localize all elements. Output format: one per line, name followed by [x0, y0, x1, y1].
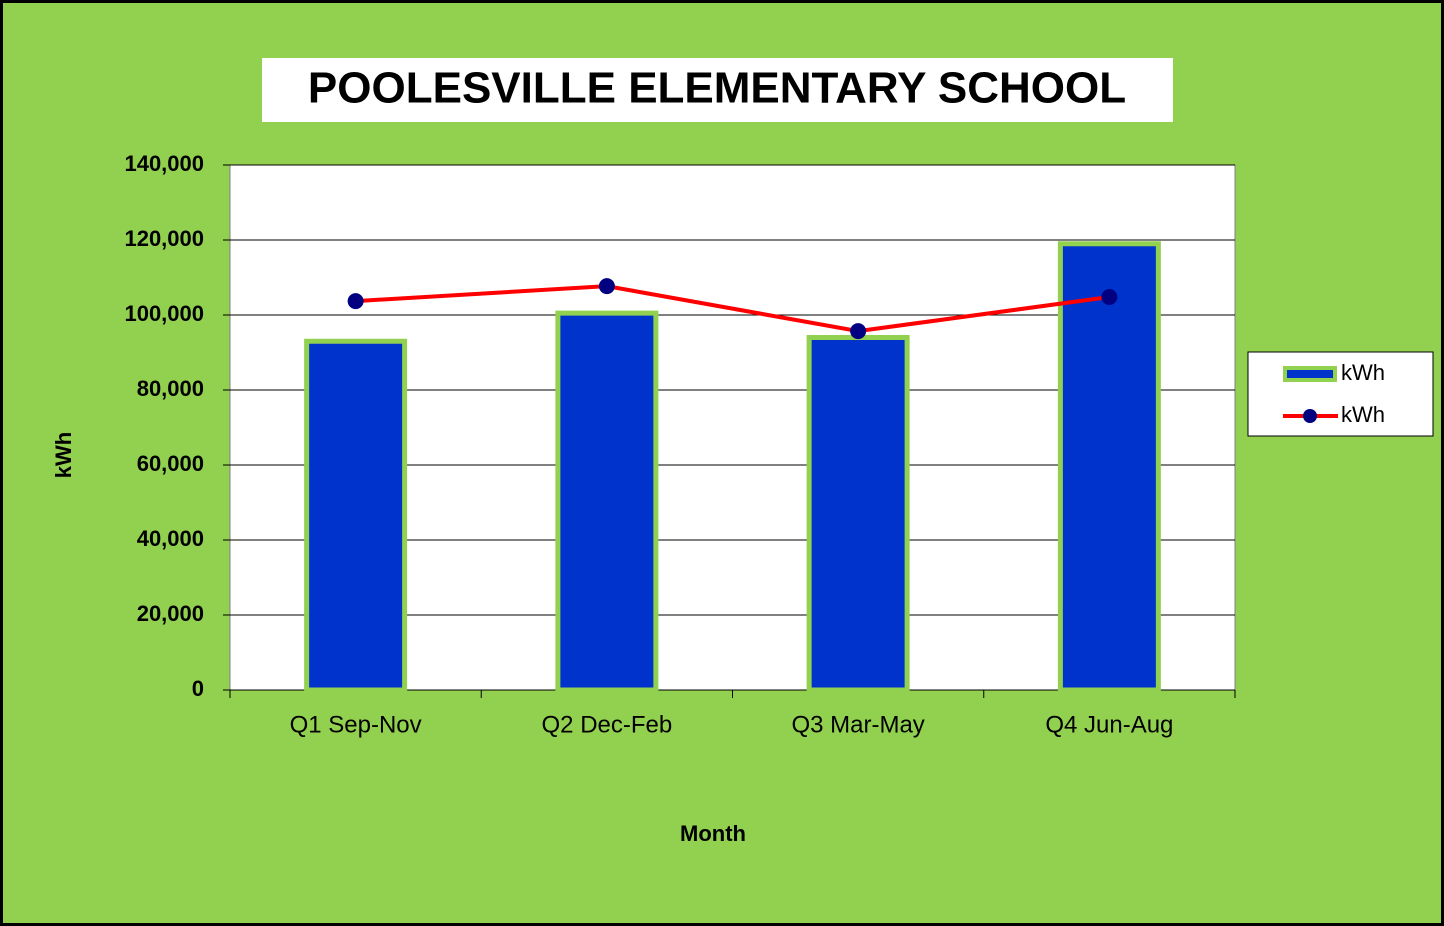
y-tick-label: 80,000 — [137, 376, 204, 401]
y-tick-label: 60,000 — [137, 451, 204, 476]
y-tick-label: 0 — [192, 676, 204, 701]
line-marker — [598, 278, 615, 295]
bar — [555, 310, 659, 693]
legend-marker — [1303, 409, 1317, 423]
y-axis-label: kWh — [51, 432, 76, 478]
legend — [1247, 351, 1434, 437]
bar — [806, 335, 910, 693]
y-tick-label: 100,000 — [124, 301, 204, 326]
legend-label: kWh — [1341, 402, 1385, 427]
x-tick-label: Q4 Jun-Aug — [1045, 711, 1173, 738]
y-tick-label: 120,000 — [124, 226, 204, 251]
y-tick-label: 40,000 — [137, 526, 204, 551]
line — [355, 284, 1110, 334]
x-tick-label: Q1 Sep-Nov — [290, 711, 422, 738]
legend-swatch — [1283, 366, 1337, 382]
title-box — [262, 58, 1173, 122]
y-tick-label: 20,000 — [137, 601, 204, 626]
line-marker — [850, 323, 867, 340]
legend-label: kWh — [1341, 360, 1385, 385]
x-axis-label: Month — [680, 821, 746, 846]
chart-title: POOLESVILLE ELEMENTARY SCHOOL — [308, 64, 1126, 113]
bar — [304, 338, 408, 693]
line-marker — [1101, 289, 1118, 305]
bar — [1057, 241, 1161, 693]
y-tick-label: 140,000 — [124, 151, 204, 176]
x-tick-label: Q2 Dec-Feb — [542, 711, 673, 738]
line-marker — [347, 293, 364, 310]
x-tick-label: Q3 Mar-May — [791, 711, 924, 738]
